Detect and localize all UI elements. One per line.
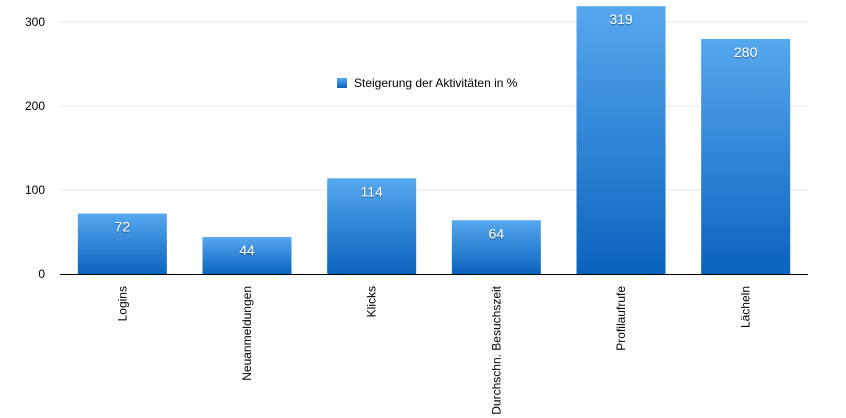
y-tick-label: 100 (25, 183, 45, 197)
bar-lächeln (701, 38, 791, 274)
bar-neuanmeldungen (202, 237, 292, 274)
x-category-label: Durchschn. Besuchszeit (489, 285, 503, 414)
bar-profilaufrufe (576, 6, 666, 275)
x-axis-category-labels: Logins Neuanmeldungen Klicks Durchschn. Bes… (115, 285, 752, 414)
legend-label: Steigerung der Aktivitäten in % (354, 76, 518, 90)
y-axis-tick-labels: 0 100 200 300 (25, 15, 45, 281)
legend-swatch (337, 78, 347, 88)
x-category-label: Klicks (365, 286, 379, 317)
bar-klicks (327, 178, 417, 274)
data-label: 72 (115, 219, 131, 235)
bar-logins (77, 213, 167, 274)
legend: Steigerung der Aktivitäten in % (337, 76, 518, 90)
bar-durchschn-besuchszeit (451, 220, 541, 274)
data-label: 44 (239, 242, 255, 258)
y-tick-label: 300 (25, 15, 45, 29)
gridlines (60, 21, 808, 191)
data-label: 64 (489, 225, 505, 241)
x-category-label: Logins (115, 286, 129, 321)
y-tick-label: 0 (38, 267, 45, 281)
data-labels: 72 44 114 64 319 280 (115, 11, 758, 258)
x-category-label: Profilaufrufe (614, 286, 628, 351)
x-category-label: Lächeln (739, 286, 753, 328)
bars (77, 6, 791, 275)
data-label: 280 (734, 44, 758, 60)
x-category-label: Neuanmeldungen (240, 286, 254, 381)
y-tick-label: 200 (25, 99, 45, 113)
data-label: 114 (361, 183, 384, 199)
data-label: 319 (609, 11, 633, 27)
